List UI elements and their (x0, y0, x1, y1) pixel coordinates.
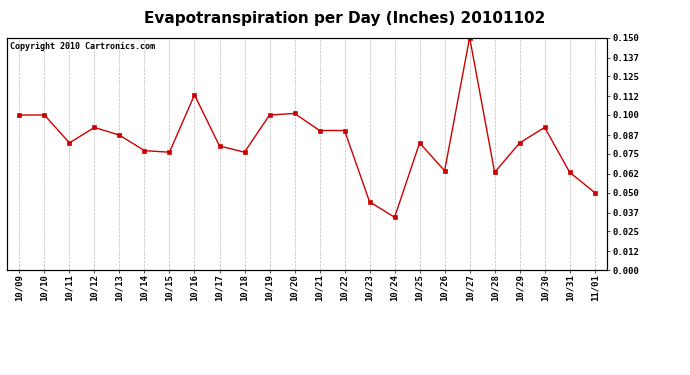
Text: Evapotranspiration per Day (Inches) 20101102: Evapotranspiration per Day (Inches) 2010… (144, 11, 546, 26)
Text: Copyright 2010 Cartronics.com: Copyright 2010 Cartronics.com (10, 42, 155, 51)
